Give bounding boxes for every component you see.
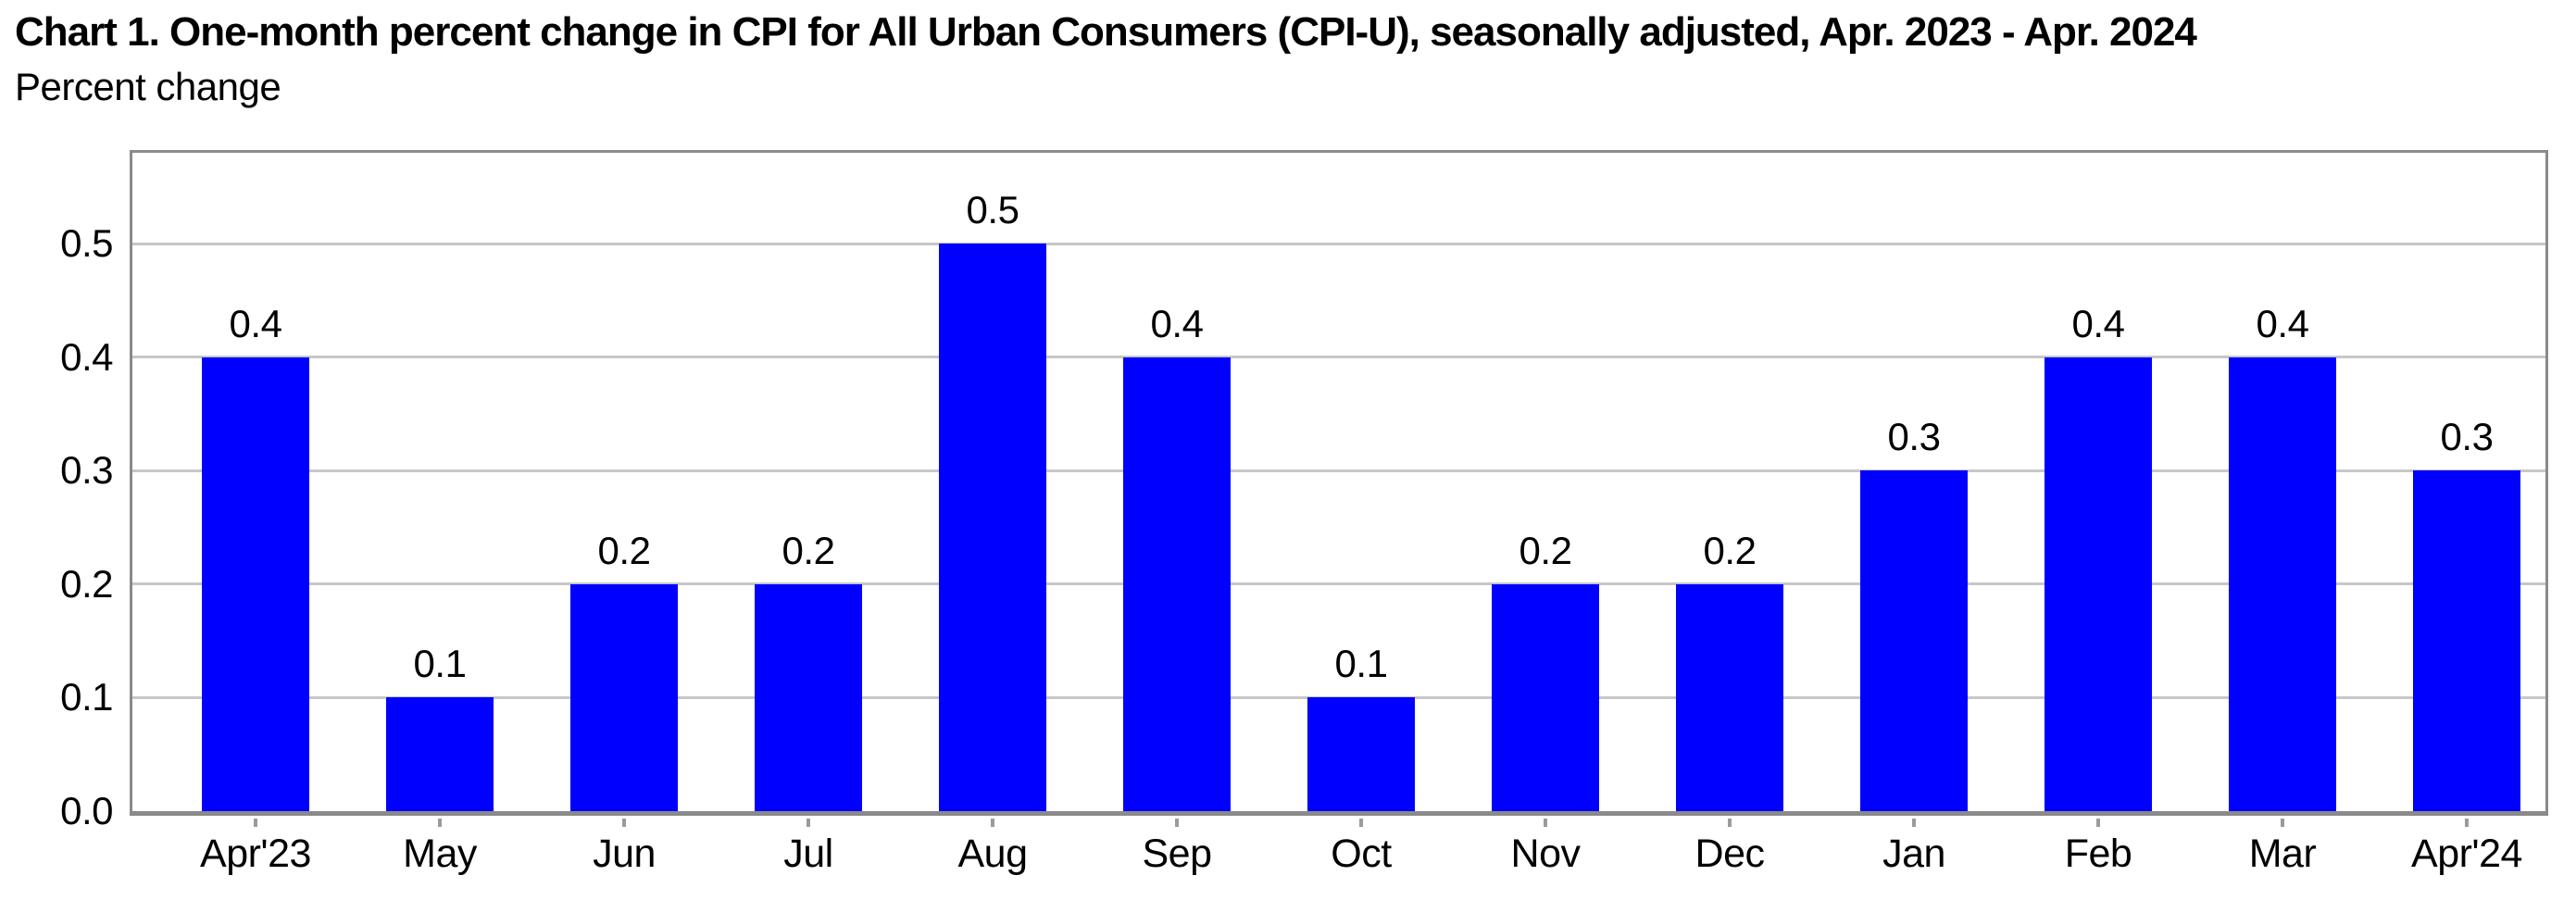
x-axis-tick-label: Mar — [2248, 832, 2317, 876]
y-axis-tick-label: 0.4 — [60, 334, 113, 379]
x-axis-tick-mark — [2096, 819, 2100, 827]
gridline-0.3 — [132, 469, 2545, 472]
y-axis-tick-label: 0.2 — [60, 561, 113, 606]
plot-area: 0.4 0.1 0.2 0.2 0.5 0.4 0.1 0.2 0.2 0.3 0.4 0.4 0.3 — [130, 150, 2548, 816]
x-axis-tick-label: Apr'24 — [2411, 832, 2522, 876]
bar-Sep — [1123, 356, 1231, 811]
bar-Jul — [755, 583, 862, 811]
bar-value-label: 0.4 — [2256, 301, 2309, 345]
x-axis-tick-mark — [1544, 819, 1547, 827]
x-axis-tick-label: Jul — [783, 832, 833, 876]
bar-value-label: 0.3 — [1887, 415, 1941, 459]
x-axis-tick-label: Aug — [957, 832, 1028, 876]
bar-value-label: 0.2 — [1519, 528, 1572, 572]
x-axis-tick-mark — [2465, 819, 2469, 827]
bar-value-label: 0.4 — [229, 301, 282, 345]
gridline-0.2 — [132, 582, 2545, 586]
bar-value-label: 0.4 — [2071, 301, 2125, 345]
bar-Jan — [1860, 470, 1968, 811]
bar-Jun — [570, 583, 678, 811]
bar-May — [386, 697, 494, 811]
x-axis-tick-label: Jun — [593, 832, 656, 876]
bar-value-label: 0.2 — [597, 528, 651, 572]
x-axis-tick-label: Dec — [1694, 832, 1765, 876]
x-axis-tick-mark — [807, 819, 810, 827]
gridline-0.4 — [132, 356, 2545, 359]
bar-value-label: 0.4 — [1150, 301, 1204, 345]
y-axis-tick-label: 0.0 — [60, 789, 113, 832]
x-axis-tick-mark — [1912, 819, 1916, 827]
bar-value-label: 0.2 — [1703, 528, 1757, 572]
x-axis-tick-mark — [991, 819, 994, 827]
bar-Apr'24 — [2413, 470, 2520, 811]
y-axis-tick-label: 0.5 — [60, 221, 113, 266]
x-axis-tick-mark — [1175, 819, 1179, 827]
bar-Oct — [1307, 697, 1415, 811]
bar-Dec — [1676, 583, 1783, 811]
bar-value-label: 0.1 — [413, 642, 467, 686]
x-axis-tick-mark — [254, 819, 257, 827]
x-axis-tick-mark — [1359, 819, 1363, 827]
bar-Mar — [2229, 356, 2336, 811]
bar-Nov — [1492, 583, 1599, 811]
x-axis-tick-mark — [1728, 819, 1732, 827]
x-axis-tick-label: May — [403, 832, 477, 876]
x-axis-tick-label: Nov — [1510, 832, 1581, 876]
gridline-0.5 — [132, 242, 2545, 245]
x-axis-tick-label: Sep — [1142, 832, 1212, 876]
x-axis-tick-mark — [622, 819, 626, 827]
x-axis-tick-mark — [438, 819, 442, 827]
bar-value-label: 0.3 — [2440, 415, 2494, 459]
x-axis-tick-mark — [2281, 819, 2284, 827]
x-axis-tick-label: Jan — [1882, 832, 1945, 876]
x-axis-tick-label: Apr'23 — [200, 832, 311, 876]
x-axis-tick-label: Oct — [1331, 832, 1392, 876]
bar-value-label: 0.2 — [782, 528, 835, 572]
y-axis-tick-label: 0.3 — [60, 448, 113, 493]
bar-value-label: 0.1 — [1334, 642, 1388, 686]
y-axis-unit-label: Percent change — [15, 65, 281, 108]
bar-value-label: 0.5 — [966, 188, 1019, 232]
y-axis-tick-label: 0.1 — [60, 675, 113, 719]
x-axis-tick-label: Feb — [2064, 832, 2132, 876]
bar-Apr'23 — [202, 356, 309, 811]
bar-Aug — [939, 244, 1046, 811]
chart-title: Chart 1. One-month percent change in CPI… — [15, 9, 2197, 55]
bar-Feb — [2045, 356, 2152, 811]
